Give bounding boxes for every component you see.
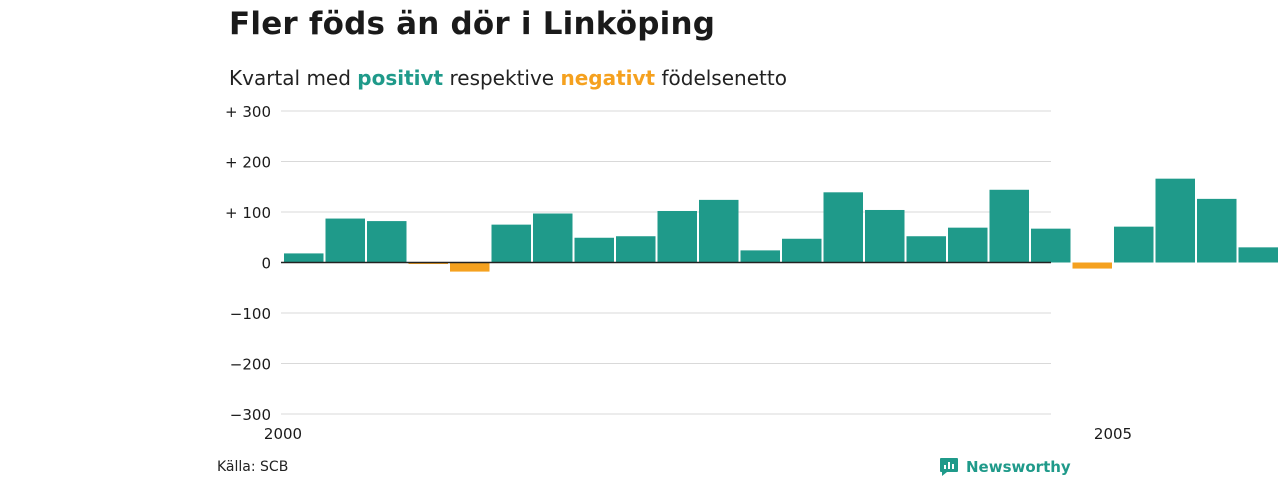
bar (989, 189, 1029, 263)
bars (284, 178, 1278, 272)
x-axis-tick-labels: 20002005201020152020 (264, 425, 1132, 443)
bar (699, 199, 739, 263)
subtitle-suffix: födelsenetto (655, 66, 787, 90)
bar (740, 250, 780, 263)
y-tick-label: −300 (230, 406, 271, 424)
y-tick-label: −200 (230, 356, 271, 374)
brand-name: Newsworthy (966, 458, 1071, 476)
x-tick-label: 2005 (1094, 425, 1132, 443)
bar (367, 221, 407, 263)
bar (1072, 262, 1112, 269)
bar (325, 218, 365, 263)
chart-title: Fler föds än dör i Linköping (229, 6, 716, 42)
subtitle-middle: respektive (443, 66, 561, 90)
bar (616, 236, 656, 263)
bar (574, 237, 614, 263)
x-tick-label: 2000 (264, 425, 302, 443)
bar (823, 192, 863, 263)
bar (450, 262, 490, 272)
bar (657, 210, 697, 263)
bar (948, 227, 988, 263)
bar (1238, 247, 1278, 263)
newsworthy-logo: Newsworthy (938, 456, 1071, 478)
bar (906, 236, 946, 263)
y-tick-label: + 300 (225, 103, 271, 121)
source-note: Källa: SCB (217, 459, 289, 475)
newsworthy-chat-chart-icon (940, 458, 958, 476)
chart-subtitle: Kvartal med positivt respektive negativt… (229, 66, 787, 90)
bar (408, 262, 448, 265)
subtitle-prefix: Kvartal med (229, 66, 358, 90)
bar (782, 238, 822, 263)
bar (1114, 226, 1154, 263)
bar (533, 213, 573, 263)
bar (491, 224, 531, 263)
bar (1197, 198, 1237, 263)
bar (284, 253, 324, 263)
y-tick-label: + 100 (225, 204, 271, 222)
bar (865, 209, 905, 263)
subtitle-positive-word: positivt (357, 66, 444, 90)
bar (1031, 228, 1071, 263)
y-tick-label: + 200 (225, 154, 271, 172)
subtitle-negative-word: negativt (560, 66, 656, 90)
y-tick-label: 0 (261, 255, 271, 273)
bar (1155, 178, 1195, 263)
y-tick-label: −100 (230, 305, 271, 323)
y-axis-tick-labels: + 300 + 200 + 100 0 −100 −200 −300 (225, 103, 271, 424)
